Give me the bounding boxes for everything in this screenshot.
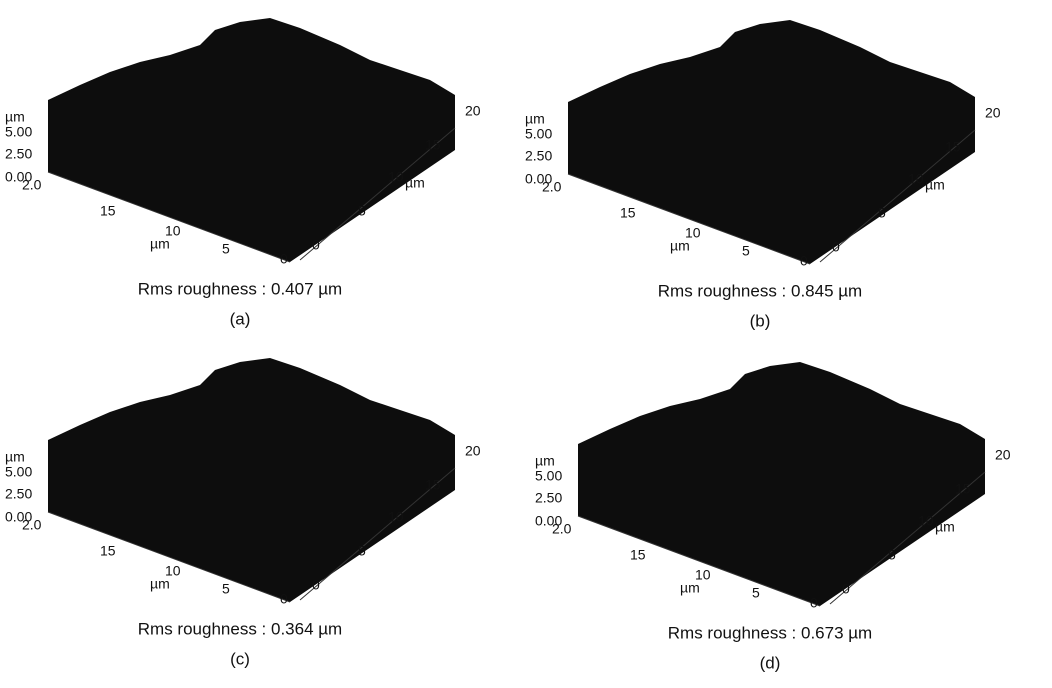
surface <box>578 362 985 606</box>
right-tick-label: 15 <box>425 477 441 493</box>
left-tick-label: 0 <box>810 595 818 611</box>
left-tick-label: 10 <box>685 225 701 241</box>
left-tick-label: 5 <box>752 585 760 601</box>
axis-line <box>299 127 456 261</box>
surface <box>568 20 975 264</box>
z-unit: µm <box>5 449 25 465</box>
z-tick-label: 2.50 <box>5 486 32 502</box>
left-tick-label: 15 <box>620 205 636 221</box>
right-tick-label: 5 <box>878 205 886 221</box>
right-tick-label: 10 <box>918 513 934 529</box>
left-tick-label: 10 <box>695 567 711 583</box>
right-tick-label: 20 <box>995 447 1011 463</box>
z-unit: µm <box>535 453 555 469</box>
z-tick-label: 5.00 <box>525 126 552 142</box>
z-tick-label: 2.50 <box>5 146 32 162</box>
caption: Rms roughness : 0.673 µm <box>668 623 872 642</box>
right-tick-label: 20 <box>985 105 1001 121</box>
z-tick-label: 5.00 <box>5 124 32 140</box>
z-tick-label: 0.00 <box>525 171 552 187</box>
left-tick-label: 15 <box>630 547 646 563</box>
left-tick-label: 0 <box>800 253 808 269</box>
z-tick-label: 2.50 <box>535 490 562 506</box>
right-unit: µm <box>935 519 955 535</box>
right-tick-label: 0 <box>312 237 320 253</box>
left-tick-label: 0 <box>280 591 288 607</box>
right-tick-label: 5 <box>358 203 366 219</box>
right-tick-label: 10 <box>388 169 404 185</box>
axis-line <box>819 129 976 263</box>
z-tick-label: 0.00 <box>5 169 32 185</box>
surface <box>48 18 455 262</box>
z-tick-label: 0.00 <box>535 513 562 529</box>
panel-label: (c) <box>230 649 250 668</box>
z-tick-label: 2.50 <box>525 148 552 164</box>
axis-line <box>577 515 821 607</box>
panel-label: (d) <box>760 653 781 672</box>
left-tick-label: 5 <box>222 581 230 597</box>
left-tick-label: 5 <box>222 241 230 257</box>
right-tick-label: 5 <box>358 543 366 559</box>
axis-line <box>47 171 291 263</box>
panel-label: (a) <box>230 309 251 328</box>
left-tick-label: 2.0 <box>552 521 572 537</box>
left-unit: µm <box>150 576 170 592</box>
left-tick-label: 5 <box>742 243 750 259</box>
caption: Rms roughness : 0.407 µm <box>138 279 342 298</box>
right-tick-label: 5 <box>888 547 896 563</box>
caption: Rms roughness : 0.845 µm <box>658 281 862 300</box>
z-tick-label: 0.00 <box>5 509 32 525</box>
right-tick-label: 15 <box>425 137 441 153</box>
panel-label: (b) <box>750 311 771 330</box>
left-tick-label: 15 <box>100 203 116 219</box>
right-tick-label: 20 <box>465 443 481 459</box>
right-tick-label: 15 <box>945 139 961 155</box>
right-tick-label: 10 <box>388 509 404 525</box>
axis-line <box>567 173 811 265</box>
left-tick-label: 2.0 <box>22 177 42 193</box>
axis-line <box>299 467 456 601</box>
left-unit: µm <box>680 580 700 596</box>
surface <box>48 358 455 602</box>
axis-line <box>47 511 291 603</box>
right-tick-label: 0 <box>312 577 320 593</box>
axis-line <box>829 471 986 605</box>
z-tick-label: 5.00 <box>5 464 32 480</box>
right-tick-label: 0 <box>832 239 840 255</box>
z-tick-label: 5.00 <box>535 468 562 484</box>
right-unit: µm <box>405 175 425 191</box>
left-tick-label: 2.0 <box>22 517 42 533</box>
left-tick-label: 10 <box>165 223 181 239</box>
left-tick-label: 10 <box>165 563 181 579</box>
left-tick-label: 2.0 <box>542 179 562 195</box>
left-unit: µm <box>150 236 170 252</box>
left-unit: µm <box>670 238 690 254</box>
right-tick-label: 0 <box>842 581 850 597</box>
z-unit: µm <box>5 109 25 125</box>
caption: Rms roughness : 0.364 µm <box>138 619 342 638</box>
z-unit: µm <box>525 111 545 127</box>
right-tick-label: 20 <box>465 103 481 119</box>
left-tick-label: 15 <box>100 543 116 559</box>
right-tick-label: 15 <box>955 481 971 497</box>
right-tick-label: 10 <box>908 171 924 187</box>
left-tick-label: 0 <box>280 251 288 267</box>
right-unit: µm <box>925 177 945 193</box>
